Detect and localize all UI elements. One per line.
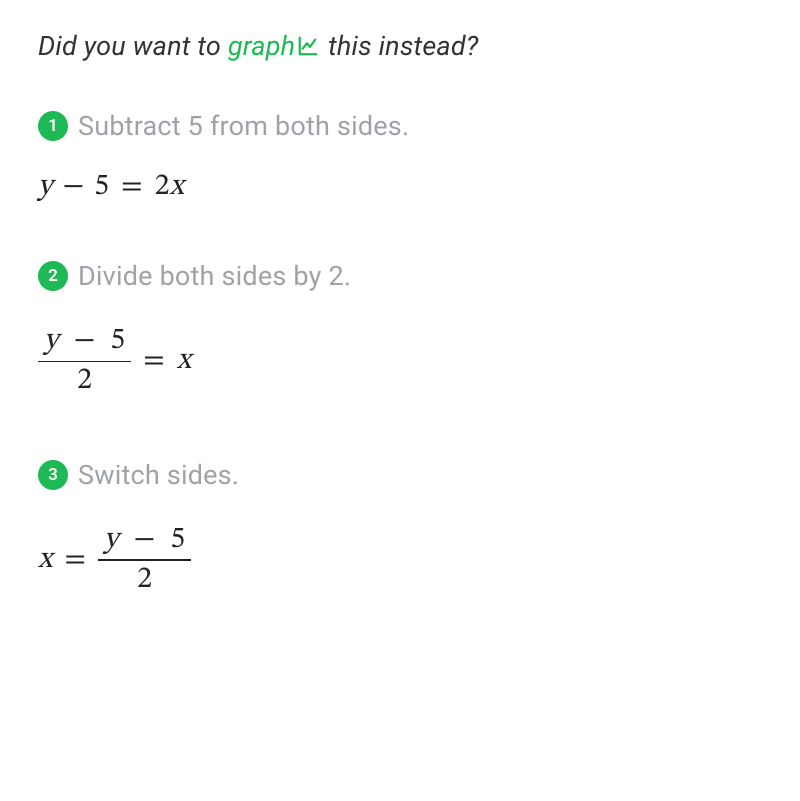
math-coef: 2 [155,172,170,202]
equation-3: x = y − 5 2 [38,521,762,600]
step-header-1: 1 Subtract 5 from both sides. [38,110,762,142]
equation-1: y − 5 = 2x [38,172,762,202]
math-var: y [104,525,119,555]
math-var: x [169,172,183,202]
math-num: 5 [94,172,109,202]
math-op: − [63,172,85,202]
prompt-after: this instead? [321,30,478,62]
step-badge: 3 [38,460,68,490]
step-number: 3 [48,465,58,485]
step-header-3: 3 Switch sides. [38,459,762,491]
chart-line-icon [297,32,319,64]
math-eq: = [121,172,143,202]
graph-link-text: graph [228,30,295,62]
math-op: − [74,326,96,356]
math-num: 5 [170,525,185,555]
step-number: 2 [48,266,58,286]
math-var: x [177,346,191,376]
step-badge: 2 [38,261,68,291]
math-var: x [38,545,52,575]
fraction-denominator: 2 [131,561,158,600]
step-number: 1 [48,116,58,136]
fraction-numerator: y − 5 [38,322,131,361]
math-eq: = [64,545,86,575]
graph-prompt: Did you want to graph this instead? [38,30,762,64]
step-text: Divide both sides by 2. [78,260,351,292]
solution-container: Did you want to graph this instead? 1 Su… [0,0,800,629]
step-badge: 1 [38,111,68,141]
step-text: Switch sides. [78,459,239,491]
fraction-denominator: 2 [71,362,98,401]
fraction-numerator: y − 5 [98,521,191,560]
prompt-before: Did you want to [38,30,228,62]
graph-link[interactable]: graph [228,30,321,62]
math-var: y [44,326,59,356]
equation-2: y − 5 2 = x [38,322,762,401]
step-text: Subtract 5 from both sides. [78,110,409,142]
math-eq: = [143,346,165,376]
math-num: 5 [110,326,125,356]
math-fraction: y − 5 2 [98,521,191,600]
math-op: − [134,525,156,555]
step-header-2: 2 Divide both sides by 2. [38,260,762,292]
math-fraction: y − 5 2 [38,322,131,401]
math-var: y [38,172,53,202]
